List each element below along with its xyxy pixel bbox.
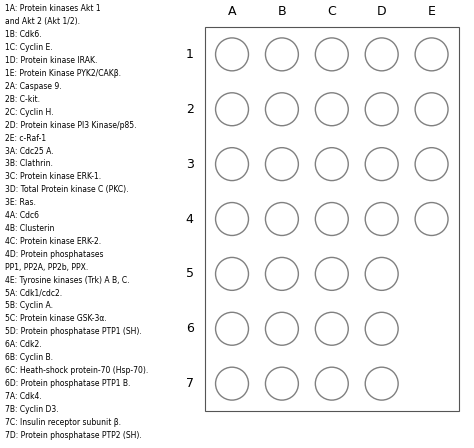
Circle shape (216, 93, 248, 126)
Circle shape (365, 312, 398, 345)
Text: 6: 6 (186, 322, 193, 335)
Circle shape (315, 367, 348, 400)
Text: and Akt 2 (Akt 1/2).: and Akt 2 (Akt 1/2). (5, 17, 80, 26)
Circle shape (315, 38, 348, 71)
Text: 6A: Cdk2.: 6A: Cdk2. (5, 340, 41, 349)
Text: 7C: Insulin receptor subunit β.: 7C: Insulin receptor subunit β. (5, 418, 121, 426)
Circle shape (415, 148, 448, 181)
Circle shape (216, 312, 248, 345)
Circle shape (265, 93, 298, 126)
Text: 1A: Protein kinases Akt 1: 1A: Protein kinases Akt 1 (5, 4, 100, 13)
Circle shape (216, 258, 248, 290)
Circle shape (265, 312, 298, 345)
Circle shape (415, 202, 448, 236)
Text: 3: 3 (186, 158, 193, 171)
Circle shape (315, 202, 348, 236)
Text: 1B: Cdk6.: 1B: Cdk6. (5, 30, 41, 39)
Text: 6B: Cyclin B.: 6B: Cyclin B. (5, 353, 53, 362)
Text: 4A: Cdc6: 4A: Cdc6 (5, 211, 39, 220)
Text: E: E (428, 5, 436, 18)
Text: 2D: Protein kinase PI3 Kinase/p85.: 2D: Protein kinase PI3 Kinase/p85. (5, 121, 136, 130)
Text: 2: 2 (186, 103, 193, 116)
Text: 1D: Protein kinase IRAK.: 1D: Protein kinase IRAK. (5, 56, 97, 65)
Circle shape (365, 202, 398, 236)
Text: 5B: Cyclin A.: 5B: Cyclin A. (5, 302, 53, 310)
Text: 4E: Tyrosine kinases (Trk) A B, C.: 4E: Tyrosine kinases (Trk) A B, C. (5, 276, 129, 284)
Text: B: B (278, 5, 286, 18)
Text: 2B: C-kit.: 2B: C-kit. (5, 95, 40, 104)
Circle shape (365, 258, 398, 290)
Circle shape (315, 312, 348, 345)
Text: 7B: Cyclin D3.: 7B: Cyclin D3. (5, 405, 58, 414)
Circle shape (315, 148, 348, 181)
Text: 7A: Cdk4.: 7A: Cdk4. (5, 392, 42, 401)
Text: C: C (328, 5, 336, 18)
Circle shape (265, 148, 298, 181)
Text: 4B: Clusterin: 4B: Clusterin (5, 224, 54, 233)
Circle shape (265, 258, 298, 290)
Circle shape (265, 38, 298, 71)
Circle shape (365, 148, 398, 181)
Text: 7D: Protein phosphatase PTP2 (SH).: 7D: Protein phosphatase PTP2 (SH). (5, 431, 142, 439)
Text: 5C: Protein kinase GSK-3α.: 5C: Protein kinase GSK-3α. (5, 314, 107, 323)
Circle shape (216, 367, 248, 400)
Text: 3C: Protein kinase ERK-1.: 3C: Protein kinase ERK-1. (5, 172, 101, 181)
Circle shape (365, 93, 398, 126)
Circle shape (365, 367, 398, 400)
Circle shape (216, 148, 248, 181)
Circle shape (265, 202, 298, 236)
Text: 3D: Total Protein kinase C (PKC).: 3D: Total Protein kinase C (PKC). (5, 185, 128, 194)
Text: 5A: Cdk1/cdc2.: 5A: Cdk1/cdc2. (5, 289, 62, 297)
Circle shape (315, 258, 348, 290)
Text: 3E: Ras.: 3E: Ras. (5, 198, 36, 207)
Text: 5: 5 (186, 267, 193, 280)
Text: PP1, PP2A, PP2b, PPX.: PP1, PP2A, PP2b, PPX. (5, 263, 88, 272)
Text: 2E: c-Raf-1: 2E: c-Raf-1 (5, 134, 46, 142)
Text: D: D (377, 5, 386, 18)
Text: 6D: Protein phosphatase PTP1 B.: 6D: Protein phosphatase PTP1 B. (5, 379, 130, 388)
Circle shape (216, 38, 248, 71)
Text: A: A (228, 5, 236, 18)
Text: 4D: Protein phosphatases: 4D: Protein phosphatases (5, 250, 103, 259)
Text: 3A: Cdc25 A.: 3A: Cdc25 A. (5, 146, 54, 155)
Text: 1: 1 (186, 48, 193, 61)
Text: 4C: Protein kinase ERK-2.: 4C: Protein kinase ERK-2. (5, 237, 101, 246)
Text: 1E: Protein Kinase PYK2/CAKβ.: 1E: Protein Kinase PYK2/CAKβ. (5, 69, 121, 78)
Text: 6C: Heath-shock protein-70 (Hsp-70).: 6C: Heath-shock protein-70 (Hsp-70). (5, 366, 148, 375)
Circle shape (216, 202, 248, 236)
Circle shape (265, 367, 298, 400)
Text: 5D: Protein phosphatase PTP1 (SH).: 5D: Protein phosphatase PTP1 (SH). (5, 327, 142, 336)
Text: 1C: Cyclin E.: 1C: Cyclin E. (5, 43, 52, 52)
Text: 7: 7 (186, 377, 193, 390)
Text: 4: 4 (186, 212, 193, 225)
Circle shape (415, 93, 448, 126)
Circle shape (415, 38, 448, 71)
Text: 3B: Clathrin.: 3B: Clathrin. (5, 159, 53, 168)
Text: 2A: Caspase 9.: 2A: Caspase 9. (5, 82, 61, 91)
Text: 2C: Cyclin H.: 2C: Cyclin H. (5, 108, 53, 117)
Circle shape (365, 38, 398, 71)
Circle shape (315, 93, 348, 126)
